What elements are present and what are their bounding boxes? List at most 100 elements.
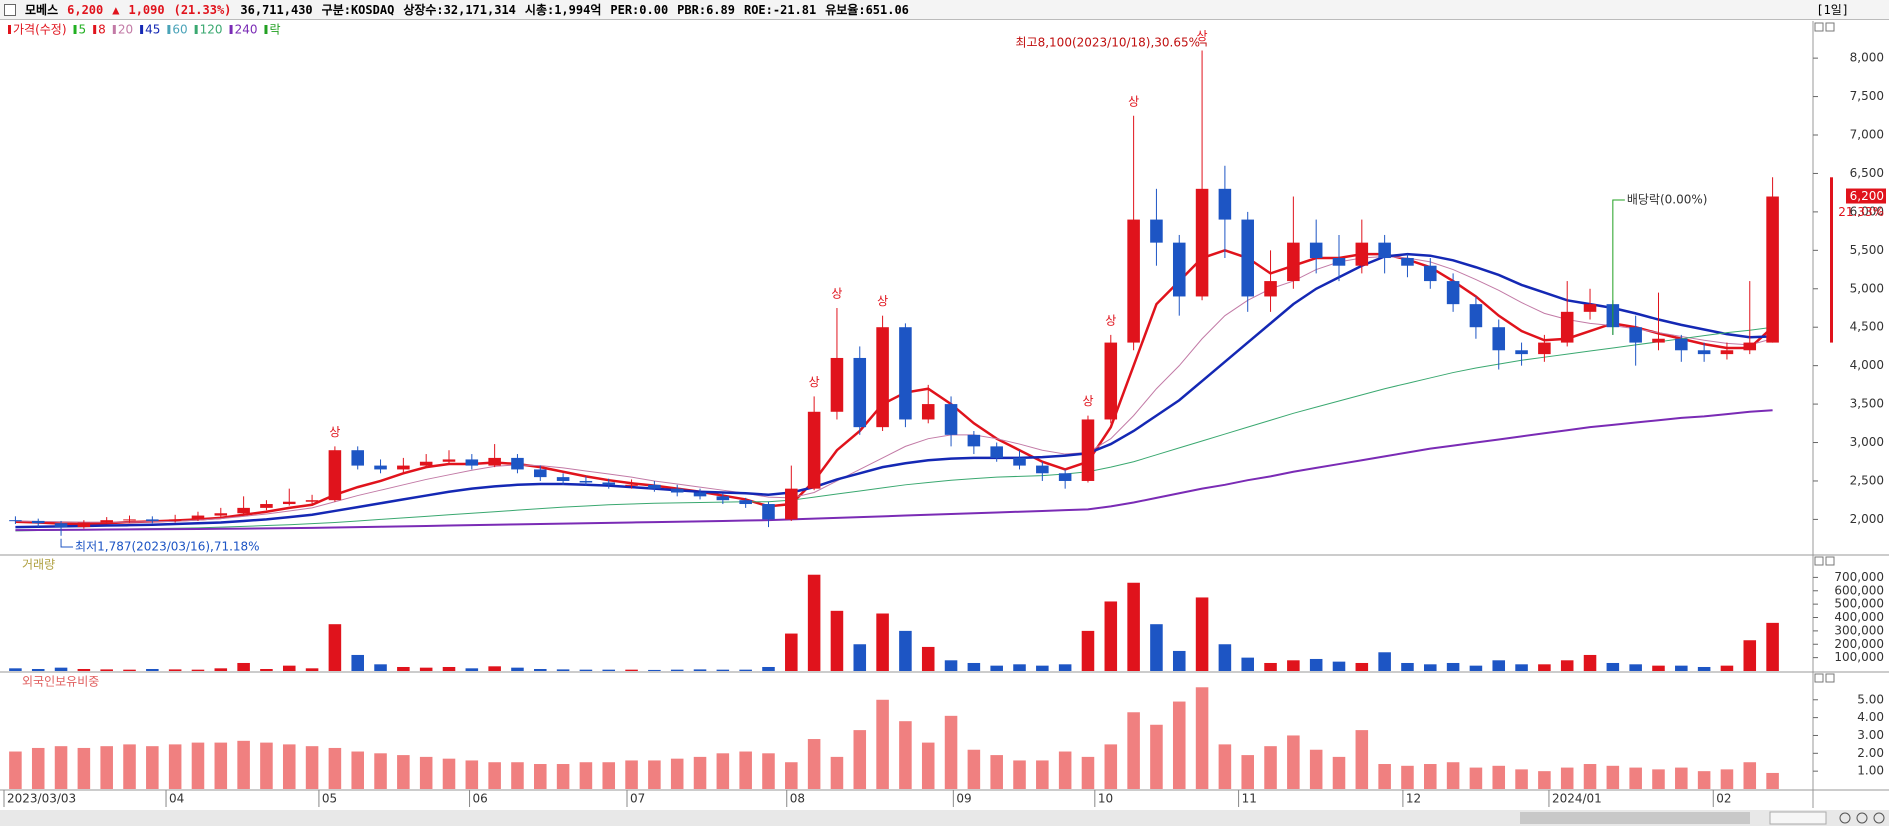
period[interactable]: [1일] <box>1816 3 1849 17</box>
candle-body <box>328 450 342 501</box>
volume-bar <box>602 669 616 671</box>
foreign-bar <box>237 740 250 789</box>
panel-button[interactable] <box>1814 556 1824 566</box>
foreign-bar <box>442 758 456 789</box>
price-tag <box>1846 188 1886 204</box>
foreign-bar <box>100 746 113 789</box>
limit-up-mark: 상 <box>831 286 842 300</box>
x-tick-label: 09 <box>956 792 971 806</box>
foreign-bar <box>191 742 205 789</box>
volume-bar <box>921 646 935 671</box>
volume-bar <box>785 633 798 671</box>
panel-button[interactable] <box>1814 673 1824 683</box>
x-tick-label: 07 <box>630 792 645 806</box>
foreign-bar <box>31 747 45 789</box>
ma-line <box>15 409 1773 532</box>
y-tick-label: 2.00 <box>1857 746 1884 760</box>
panel-button[interactable] <box>1825 673 1835 683</box>
y-tick-label: 600,000 <box>1834 583 1884 597</box>
foreign-bar <box>1606 765 1620 789</box>
volume-bar <box>1309 658 1323 671</box>
foreign-bar <box>1492 765 1506 789</box>
x-tick-label: 11 <box>1242 792 1257 806</box>
volume-bar <box>1127 582 1140 671</box>
candle-body <box>77 522 91 528</box>
y-tick-label: 4.00 <box>1857 710 1884 724</box>
volume-bar <box>1469 665 1483 671</box>
panel-button[interactable] <box>1825 22 1835 32</box>
foreign-bar <box>648 760 661 789</box>
y-tick-label: 3.00 <box>1857 728 1884 742</box>
foreign-bar <box>1743 762 1757 789</box>
y-tick-label: 100,000 <box>1834 650 1884 664</box>
foreign-bar <box>1629 767 1642 789</box>
y-tick-label: 5,500 <box>1850 243 1884 257</box>
y-tick-label: 500,000 <box>1834 597 1884 611</box>
roe: ROE:-21.81 <box>743 2 817 17</box>
checkbox[interactable] <box>4 3 16 16</box>
candle-body <box>351 450 364 466</box>
foreign-bar <box>1081 756 1095 789</box>
header-bar: 모베스 6,200 ▲ 1,090 (21.33%) 36,711,430 구분… <box>0 0 1889 20</box>
x-tick-label: 08 <box>790 792 805 806</box>
volume-bar <box>1697 666 1711 671</box>
candle-body <box>1469 304 1483 328</box>
foreign-bar <box>1104 744 1118 789</box>
volume-bar <box>1355 662 1369 671</box>
volume-bar <box>1104 601 1118 671</box>
legend-label: 5 <box>79 23 87 37</box>
volume-bar <box>625 669 638 671</box>
volume-bar <box>1515 664 1528 671</box>
limit-up-mark: 상 <box>1128 94 1139 108</box>
candle-body <box>442 459 456 462</box>
candle-body <box>488 457 501 466</box>
price-tag-label: 6,200 <box>1850 189 1884 203</box>
volume-bar <box>419 667 433 671</box>
foreign-bar <box>1401 765 1414 789</box>
volume-bar <box>876 613 889 671</box>
note-arrow <box>60 538 74 548</box>
candle-body <box>1697 350 1711 355</box>
volume-bar <box>1378 652 1391 671</box>
volume-bar <box>534 668 547 671</box>
volume-bar <box>1036 665 1049 671</box>
foreign-bar <box>1332 756 1346 789</box>
candle-body <box>1172 242 1186 297</box>
x-tick-label: 2024/01 <box>1552 792 1602 806</box>
foreign-bar <box>305 746 319 789</box>
foreign-bar <box>1241 755 1254 789</box>
volume-bar <box>1218 644 1232 671</box>
zoom-button[interactable] <box>1873 812 1885 824</box>
candle-body <box>191 515 205 520</box>
volume-bar <box>1629 664 1642 671</box>
legend-label: 8 <box>98 23 106 37</box>
candle-body <box>31 520 45 524</box>
volume-bar <box>762 666 775 671</box>
foreign-bar <box>1424 764 1437 789</box>
y-tick-label: 5,000 <box>1850 281 1884 295</box>
legend-label: 20 <box>118 23 133 37</box>
ma-line <box>15 249 1774 526</box>
panel-button[interactable] <box>1825 556 1835 566</box>
volume-bar <box>1287 660 1300 671</box>
limit-up-mark: 상 <box>329 425 340 439</box>
volume-bar <box>1652 665 1665 671</box>
zoom-button[interactable] <box>1839 812 1851 824</box>
foreign-bar <box>77 747 91 789</box>
foreign-bar <box>260 742 273 789</box>
zoom-button[interactable] <box>1856 812 1868 824</box>
candle-body <box>1743 342 1757 351</box>
y-tick-label: 400,000 <box>1834 610 1884 624</box>
y-tick-label: 6,000 <box>1850 204 1884 218</box>
foreign-bar <box>328 747 342 789</box>
legend-label: 락 <box>269 23 280 37</box>
scroll-thumb[interactable] <box>1520 812 1750 824</box>
zoom-slider[interactable] <box>1769 811 1827 825</box>
candle-body <box>1309 242 1323 259</box>
volume-bar <box>556 669 570 671</box>
volume-bar <box>442 666 456 671</box>
panel-button[interactable] <box>1814 22 1824 32</box>
price-tag-pct: 21.33% <box>1838 205 1884 219</box>
foreign-title: 외국인보유비중 <box>22 675 99 689</box>
volume-bar <box>1743 640 1757 671</box>
